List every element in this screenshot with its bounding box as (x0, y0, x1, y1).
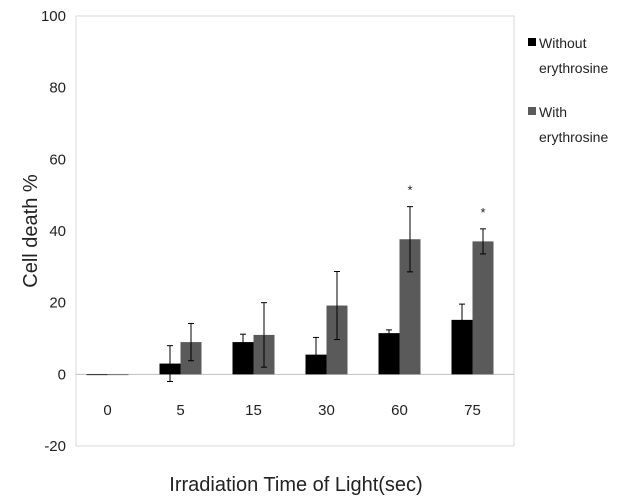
y-tick-label: -20 (44, 438, 66, 455)
x-tick-label: 30 (318, 402, 335, 419)
legend-label: erythrosine (539, 129, 608, 145)
legend-item: With erythrosine (528, 104, 608, 145)
x-axis-label: Irradiation Time of Light(sec) (169, 474, 422, 496)
bar (451, 319, 473, 375)
legend-swatch (528, 107, 536, 115)
x-tick-label: 60 (391, 402, 408, 419)
x-tick-label: 75 (464, 402, 481, 419)
error-bar (188, 322, 194, 362)
error-bar (167, 345, 173, 382)
error-bar (407, 206, 413, 273)
legend-label: With (539, 104, 567, 120)
y-tick-label: 20 (49, 295, 66, 312)
significance-star: * (407, 183, 412, 198)
bar (399, 239, 421, 375)
legend-item: Without erythrosine (528, 35, 608, 76)
legend-swatch (528, 38, 536, 46)
y-tick-label: 0 (58, 366, 66, 383)
error-bar (261, 302, 267, 368)
bar (86, 374, 108, 376)
x-tick-label: 15 (245, 402, 262, 419)
significance-star: * (480, 205, 485, 220)
significance-markers: ** (407, 183, 485, 220)
error-bar (334, 270, 340, 341)
bar (232, 342, 254, 375)
x-tick-label: 5 (176, 402, 184, 419)
legend: Without erythrosine With erythrosine (528, 35, 608, 145)
y-tick-label: 100 (41, 8, 66, 25)
bar (472, 241, 494, 375)
error-bar (386, 329, 392, 337)
legend-label: Without (539, 35, 587, 51)
x-tick-labels: 0 5 15 30 60 75 (103, 402, 481, 419)
x-tick-label: 0 (103, 402, 111, 419)
error-bars (167, 206, 486, 382)
error-bar (240, 333, 246, 351)
y-tick-label: 40 (49, 223, 66, 240)
bar (378, 333, 400, 375)
error-bar (459, 303, 465, 337)
y-tick-label: 60 (49, 151, 66, 168)
legend-label: erythrosine (539, 60, 608, 76)
y-tick-labels: -20 0 20 40 60 80 100 (41, 8, 66, 455)
y-tick-label: 80 (49, 80, 66, 97)
y-axis-label: Cell death % (20, 174, 42, 288)
error-bar (313, 336, 319, 373)
plot-area (75, 15, 515, 447)
bar-series (86, 239, 494, 376)
error-bar (480, 228, 486, 255)
bar (107, 374, 129, 376)
